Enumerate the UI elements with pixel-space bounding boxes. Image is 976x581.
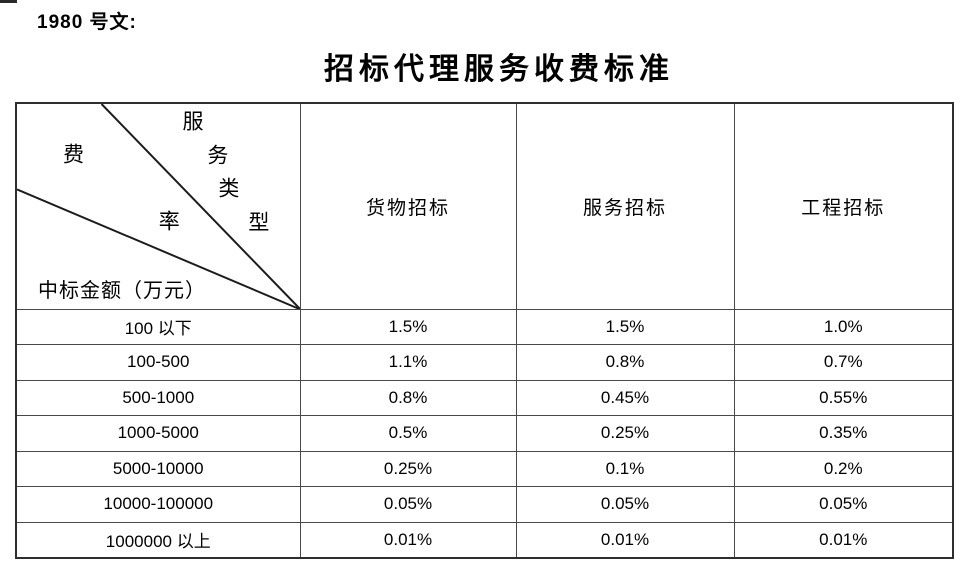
table-row: 100 以下 1.5% 1.5% 1.0%	[15, 308, 954, 345]
rate-cell-services: 0.25%	[515, 415, 735, 452]
rate-cell-works: 1.0%	[733, 308, 954, 345]
column-header-goods-bidding: 货物招标	[299, 102, 517, 310]
rate-cell-services: 0.1%	[515, 450, 735, 487]
rate-cell-goods: 0.05%	[299, 486, 517, 523]
diagonal-header-cell: 服 务 类 型 费 率 中标金额（万元）	[15, 102, 301, 310]
rate-cell-goods: 1.5%	[299, 308, 517, 345]
rate-cell-services: 0.01%	[515, 521, 735, 558]
corner-type-char-4: 型	[248, 210, 270, 235]
rate-cell-goods: 0.5%	[299, 415, 517, 452]
rate-cell-goods: 0.8%	[299, 379, 517, 416]
corner-type-char-3: 类	[218, 176, 240, 201]
rate-cell-goods: 0.25%	[299, 450, 517, 487]
rate-cell-works: 0.55%	[733, 379, 954, 416]
rate-cell-services: 0.8%	[515, 344, 735, 381]
table-row: 1000000 以上 0.01% 0.01% 0.01%	[15, 521, 954, 558]
top-left-artifact	[0, 0, 17, 3]
corner-amount-label: 中标金额（万元）	[38, 279, 206, 302]
rate-cell-services: 0.45%	[515, 379, 735, 416]
amount-range-cell: 10000-100000	[15, 486, 301, 523]
rate-cell-works: 0.05%	[733, 486, 954, 523]
corner-rate-char-1: 费	[63, 142, 84, 167]
corner-type-char-1: 服	[182, 109, 204, 134]
rate-cell-goods: 0.01%	[299, 521, 517, 558]
rate-cell-works: 0.35%	[733, 415, 954, 452]
rate-cell-services: 1.5%	[515, 308, 735, 345]
amount-range-cell: 100-500	[15, 344, 301, 381]
rate-cell-services: 0.05%	[515, 486, 735, 523]
amount-range-cell: 1000000 以上	[15, 521, 301, 558]
corner-type-char-2: 务	[207, 143, 229, 168]
table-row: 5000-10000 0.25% 0.1% 0.2%	[15, 450, 954, 487]
amount-range-cell: 1000-5000	[15, 415, 301, 452]
column-header-services-bidding: 服务招标	[515, 102, 735, 310]
table-header-row: 服 务 类 型 费 率 中标金额（万元） 货物招标 服务招标 工程招标	[15, 102, 954, 310]
table-row: 500-1000 0.8% 0.45% 0.55%	[15, 379, 954, 416]
column-header-works-bidding: 工程招标	[733, 102, 954, 310]
table-row: 10000-100000 0.05% 0.05% 0.05%	[15, 486, 954, 523]
doc-number-label: 1980 号文:	[37, 12, 137, 33]
rate-cell-works: 0.7%	[733, 344, 954, 381]
amount-range-cell: 500-1000	[15, 379, 301, 416]
fee-table-body: 服 务 类 型 费 率 中标金额（万元） 货物招标 服务招标 工程招标 100 …	[15, 102, 954, 558]
corner-rate-char-2: 率	[158, 209, 180, 234]
amount-range-cell: 100 以下	[15, 308, 301, 345]
amount-range-cell: 5000-10000	[15, 450, 301, 487]
rate-cell-works: 0.01%	[733, 521, 954, 558]
rate-cell-works: 0.2%	[733, 450, 954, 487]
table-row: 100-500 1.1% 0.8% 0.7%	[15, 344, 954, 381]
page-title: 招标代理服务收费标准	[324, 53, 674, 86]
fee-table: 服 务 类 型 费 率 中标金额（万元） 货物招标 服务招标 工程招标 100 …	[15, 102, 954, 559]
diagonal-lines	[17, 104, 299, 308]
table-row: 1000-5000 0.5% 0.25% 0.35%	[15, 415, 954, 452]
rate-cell-goods: 1.1%	[299, 344, 517, 381]
